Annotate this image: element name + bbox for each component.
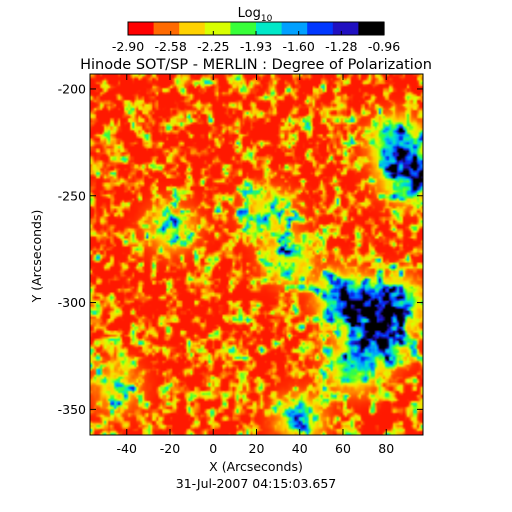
x-tick-label: 20 bbox=[249, 441, 265, 456]
observation-timestamp: 31-Jul-2007 04:15:03.657 bbox=[176, 476, 336, 491]
x-tick-label: 40 bbox=[292, 441, 308, 456]
colorbar: -2.90 -2.58 -2.25 -1.93 -1.60 -1.28 -0.96 bbox=[112, 22, 400, 54]
colorbar-cell-6 bbox=[282, 22, 308, 35]
chart-title: Hinode SOT/SP - MERLIN : Degree of Polar… bbox=[80, 57, 432, 73]
polarization-map-image bbox=[90, 74, 423, 435]
colorbar-tick-label: -1.28 bbox=[325, 39, 357, 54]
colorbar-label-main: Log bbox=[238, 6, 261, 21]
polarization-map bbox=[90, 74, 423, 435]
y-tick-label: -350 bbox=[58, 402, 86, 417]
x-tick-label: 60 bbox=[335, 441, 351, 456]
x-tick-label: -40 bbox=[117, 441, 137, 456]
colorbar-cell-7 bbox=[307, 22, 333, 35]
colorbar-cell-8 bbox=[333, 22, 359, 35]
colorbar-cell-5 bbox=[256, 22, 282, 35]
x-axis-label: X (Arcseconds) bbox=[209, 459, 303, 474]
x-tick-label: -20 bbox=[160, 441, 180, 456]
colorbar-label: Log10 bbox=[238, 6, 273, 24]
y-tick-label: -200 bbox=[58, 81, 86, 96]
colorbar-cell-3 bbox=[205, 22, 231, 35]
colorbar-tick-label: -1.93 bbox=[240, 39, 272, 54]
colorbar-cell-9 bbox=[358, 22, 384, 35]
y-tick-label: -250 bbox=[58, 188, 86, 203]
colorbar-cell-2 bbox=[179, 22, 205, 35]
colorbar-tick-label: -2.58 bbox=[154, 39, 186, 54]
x-tick-label: 80 bbox=[378, 441, 394, 456]
colorbar-cell-1 bbox=[154, 22, 180, 35]
colorbar-cell-0 bbox=[128, 22, 154, 35]
colorbar-cell-4 bbox=[230, 22, 256, 35]
colorbar-tick-label: -2.25 bbox=[197, 39, 229, 54]
y-axis-label: Y (Arcseconds) bbox=[29, 210, 44, 304]
colorbar-tick-label: -1.60 bbox=[282, 39, 314, 54]
colorbar-tick-label: -0.96 bbox=[368, 39, 400, 54]
y-tick-label: -300 bbox=[58, 295, 86, 310]
x-tick-label: 0 bbox=[209, 441, 217, 456]
colorbar-tick-label: -2.90 bbox=[112, 39, 144, 54]
